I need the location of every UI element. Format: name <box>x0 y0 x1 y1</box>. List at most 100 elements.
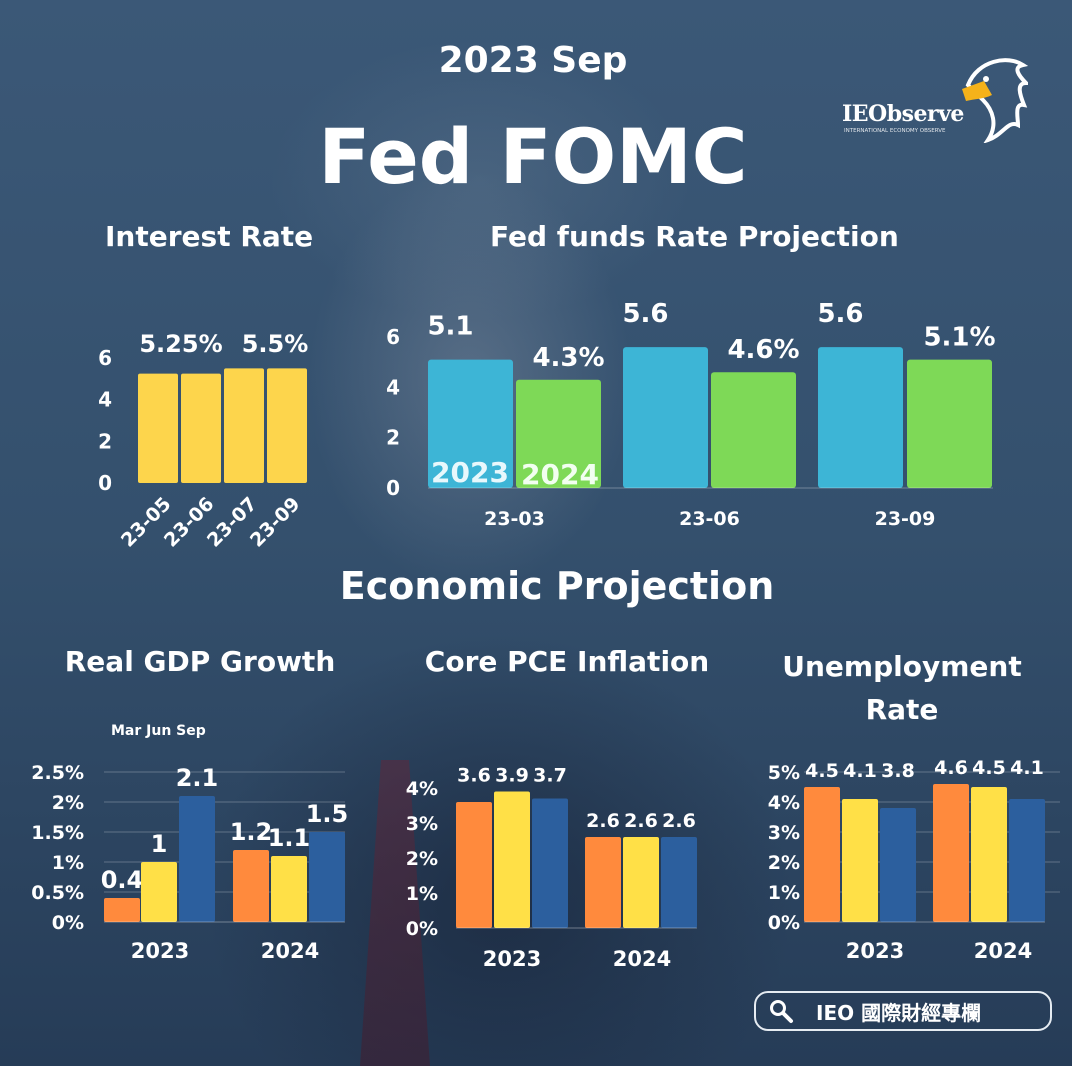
y-tick-label: 2 <box>98 429 112 453</box>
bar-Jun-2023 <box>842 799 878 922</box>
bar-Sep-2024 <box>309 832 345 922</box>
data-label: 2.6 <box>586 810 620 832</box>
y-tick-label: 2% <box>52 792 84 814</box>
logo-tagline: INTERNATIONAL ECONOMY OBSERVE <box>844 128 946 134</box>
y-tick-label: 4% <box>768 792 800 814</box>
search-bar[interactable]: IEO 國際財經專欄 <box>754 991 1052 1031</box>
y-tick-label: 2 <box>386 426 400 450</box>
series-label-2024: 2024 <box>521 458 599 491</box>
y-tick-label: 1% <box>406 883 438 905</box>
data-label: 4.3% <box>532 343 604 373</box>
data-label: 5.6 <box>817 299 863 329</box>
y-tick-label: 0% <box>768 912 800 934</box>
bar-2023-23-06 <box>623 347 708 488</box>
interest-rate-title: Interest Rate <box>105 220 314 253</box>
bar-Mar-2023 <box>804 787 840 922</box>
y-tick-label: 1% <box>52 852 84 874</box>
y-tick-label: 0% <box>406 918 438 940</box>
series-label-2023: 2023 <box>431 456 509 489</box>
search-label: IEO 國際財經專欄 <box>816 1000 982 1025</box>
bar-2024-23-06 <box>711 372 796 488</box>
y-tick-label: 1% <box>768 882 800 904</box>
bar-Mar-2023 <box>104 898 140 922</box>
bar-Jun-2024 <box>971 787 1007 922</box>
bar-Jun-2023 <box>494 791 530 928</box>
bar-Sep-2024 <box>1009 799 1045 922</box>
data-label: 4.6% <box>727 335 799 365</box>
bar-Sep-2024 <box>661 837 697 928</box>
bar-Mar-2024 <box>233 850 269 922</box>
bar-2023-23-03 <box>428 359 513 488</box>
y-tick-label: 4% <box>406 778 438 800</box>
bar-23-06 <box>181 373 221 483</box>
gdp-legend: Mar Jun Sep <box>111 723 206 739</box>
y-tick-label: 3% <box>768 822 800 844</box>
logo-name: IEObserve <box>842 101 964 127</box>
logo: IEObserve INTERNATIONAL ECONOMY OBSERVE <box>838 55 1028 143</box>
data-label: 4.6 <box>934 757 968 779</box>
bar-Mar-2023 <box>456 802 492 928</box>
bar-Jun-2023 <box>141 862 177 922</box>
x-tick-label: 2023 <box>483 947 541 971</box>
data-label: 4.1 <box>843 760 877 782</box>
eagle-icon <box>962 58 1028 143</box>
x-tick-label: 2024 <box>261 939 319 963</box>
data-label: 4.1 <box>1010 757 1044 779</box>
y-tick-label: 3% <box>406 813 438 835</box>
data-label: 4.5 <box>972 757 1006 779</box>
bar-23-05 <box>138 373 178 483</box>
y-tick-label: 0% <box>52 912 84 934</box>
x-tick-label: 2024 <box>974 939 1032 963</box>
data-label: 3.6 <box>457 765 491 787</box>
pce-title: Core PCE Inflation <box>424 645 710 678</box>
data-label: 4.5 <box>805 760 839 782</box>
page-title: Fed FOMC <box>318 112 748 201</box>
y-tick-label: 2.5% <box>31 762 84 784</box>
y-tick-label: 5% <box>768 762 800 784</box>
y-tick-label: 1.5% <box>31 822 84 844</box>
bar-Jun-2024 <box>271 856 307 922</box>
bar-Sep-2023 <box>179 796 215 922</box>
data-label: 5.1 <box>427 312 473 342</box>
bar-23-07 <box>224 368 264 483</box>
data-label: 2.6 <box>662 810 696 832</box>
bar-Sep-2023 <box>880 808 916 922</box>
data-label: 3.9 <box>495 765 529 787</box>
data-label: 5.25% <box>139 330 222 358</box>
y-tick-label: 0.5% <box>31 882 84 904</box>
bar-2023-23-09 <box>818 347 903 488</box>
data-label: 5.5% <box>242 330 309 358</box>
data-label: 1 <box>151 830 168 858</box>
x-tick-label: 2023 <box>131 939 189 963</box>
x-tick-label: 2023 <box>846 939 904 963</box>
gdp-title: Real GDP Growth <box>64 645 336 678</box>
y-tick-label: 6 <box>386 325 400 349</box>
section-title: Economic Projection <box>339 564 775 608</box>
unemployment-title: Unemployment Rate <box>782 650 1022 726</box>
header-subtitle: 2023 Sep <box>438 40 628 81</box>
y-tick-label: 6 <box>98 346 112 370</box>
bar-2024-23-03 <box>516 379 601 488</box>
bar-2024-23-09 <box>907 359 992 488</box>
bar-Mar-2024 <box>585 837 621 928</box>
data-label: 3.7 <box>533 765 567 787</box>
x-tick-label: 23-09 <box>246 493 305 552</box>
search-icon <box>770 1000 793 1023</box>
fed-funds-title: Fed funds Rate Projection <box>490 220 899 253</box>
data-label: 2.1 <box>176 764 219 792</box>
data-label: 1.1 <box>268 824 311 852</box>
bar-Mar-2024 <box>933 784 969 922</box>
data-label: 5.1% <box>923 323 995 353</box>
data-label: 1.2 <box>230 818 273 846</box>
y-tick-label: 4 <box>98 388 112 412</box>
x-tick-label: 23-09 <box>875 508 936 530</box>
y-tick-label: 4 <box>386 375 400 399</box>
y-tick-label: 0 <box>98 471 112 495</box>
y-tick-label: 0 <box>386 476 400 500</box>
bar-23-09 <box>267 368 307 483</box>
data-label: 3.8 <box>881 760 915 782</box>
y-tick-label: 2% <box>768 852 800 874</box>
bar-Jun-2024 <box>623 837 659 928</box>
x-tick-label: 23-03 <box>484 508 545 530</box>
